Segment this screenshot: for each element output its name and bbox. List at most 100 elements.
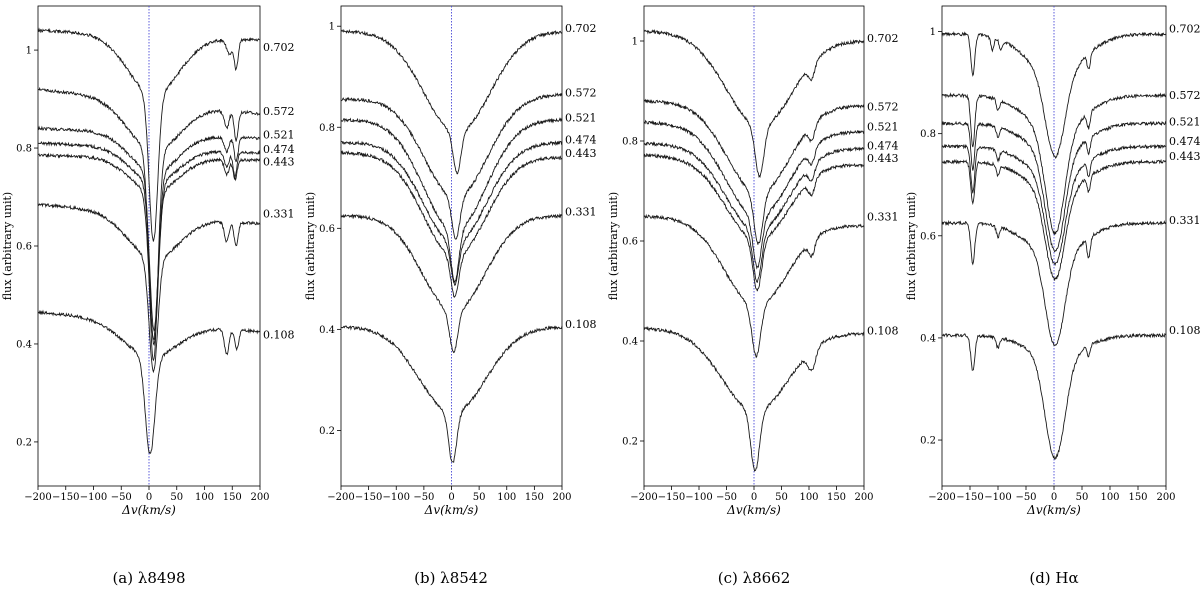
series-label: 0.521 [1169, 115, 1200, 128]
series-label: 0.108 [565, 318, 597, 331]
y-tick-label: 1 [26, 46, 32, 57]
series-label: 0.572 [565, 86, 597, 99]
x-tick-label: 50 [1076, 492, 1089, 503]
spectrum-line-phase-0443 [643, 152, 865, 292]
spectrum-line-phase-0702 [37, 27, 260, 242]
series-label: 0.702 [1169, 22, 1200, 35]
series-label: 0.572 [1169, 89, 1200, 102]
x-tick-label: −50 [111, 492, 132, 503]
y-axis-label: flux (arbitrary unit) [304, 192, 317, 300]
series-label: 0.474 [565, 133, 597, 146]
x-tick-label: −150 [956, 492, 983, 503]
series-label: 0.572 [263, 105, 295, 118]
x-axis-label: Δv(km/s) [1026, 503, 1081, 517]
x-tick-label: −200 [327, 492, 354, 503]
spectrum-line-phase-0572 [643, 98, 865, 245]
series-label: 0.443 [565, 147, 597, 160]
spectrum-line-phase-0474 [37, 140, 261, 346]
x-tick-label: −50 [716, 492, 737, 503]
y-tick-label: 0.4 [622, 337, 638, 348]
y-tick-label: 0.8 [319, 123, 335, 134]
series-label: 0.474 [263, 143, 295, 156]
series-label: 0.521 [565, 112, 597, 125]
y-tick-label: 0.4 [16, 339, 32, 350]
y-tick-label: 0.6 [319, 224, 335, 235]
spectrum-line-phase-0108 [941, 332, 1167, 460]
x-tick-label: −50 [1015, 492, 1036, 503]
y-axis-label: flux (arbitrary unit) [905, 192, 918, 300]
x-tick-label: 200 [854, 492, 873, 503]
y-tick-label: 1 [930, 27, 936, 38]
panel-b: −200 −150 −100 −50 0 50 100 150 200 0.2 0.4 0.6 0.8 1… [304, 5, 597, 587]
x-axis-label: Δv(km/s) [424, 503, 479, 517]
spectrum-line-phase-0331 [37, 202, 261, 374]
spectrum-line-phase-0443 [941, 158, 1167, 281]
x-tick-label: 0 [448, 492, 454, 503]
spectrum-line-phase-0108 [340, 325, 563, 464]
y-tick-label: 0.2 [16, 437, 32, 448]
series-label: 0.108 [867, 325, 899, 338]
panel-caption: (d) Hα [1029, 569, 1078, 587]
y-axis-label: flux (arbitrary unit) [607, 192, 620, 300]
spectrum-line-phase-0572 [941, 92, 1167, 236]
panel-caption: (b) λ8542 [414, 569, 488, 587]
y-tick-label: 0.8 [622, 137, 638, 148]
y-tick-label: 0.6 [622, 237, 638, 248]
series-label: 0.702 [867, 32, 899, 45]
x-tick-label: −200 [630, 492, 657, 503]
x-tick-label: 200 [250, 492, 269, 503]
x-tick-label: 100 [799, 492, 818, 503]
x-tick-label: 0 [1051, 492, 1057, 503]
x-tick-label: −150 [52, 492, 79, 503]
y-tick-label: 0.2 [622, 437, 638, 448]
series-label: 0.331 [263, 208, 295, 221]
x-axis-label: Δv(km/s) [121, 503, 176, 517]
spectrum-line-phase-0702 [941, 31, 1167, 160]
x-axis-label: Δv(km/s) [726, 503, 781, 517]
spectrum-line-phase-0474 [941, 143, 1167, 267]
series-label: 0.331 [565, 206, 597, 219]
spectrum-line-phase-0474 [341, 140, 563, 287]
series-label: 0.702 [565, 22, 597, 35]
spectrum-line-phase-0443 [38, 152, 261, 340]
x-tick-label: −150 [355, 492, 382, 503]
x-tick-label: −50 [413, 492, 434, 503]
y-tick-label: 0.4 [319, 325, 335, 336]
spectrum-line-phase-0474 [643, 141, 865, 284]
x-tick-label: 150 [525, 492, 544, 503]
x-tick-label: −200 [24, 492, 51, 503]
x-tick-label: 50 [170, 492, 183, 503]
x-tick-label: 200 [552, 492, 571, 503]
x-tick-label: 0 [146, 492, 152, 503]
x-tick-label: −100 [984, 492, 1011, 503]
x-tick-label: 50 [775, 492, 788, 503]
series-label: 0.572 [867, 101, 899, 114]
spectrum-line-phase-0331 [941, 219, 1167, 347]
series-label: 0.521 [263, 128, 295, 141]
series-label: 0.443 [867, 152, 899, 165]
y-tick-label: 0.8 [16, 144, 32, 155]
spectrum-line-phase-0521 [37, 125, 261, 332]
spectrum-line-phase-0702 [340, 28, 563, 175]
panel-caption: (c) λ8662 [718, 569, 791, 587]
spectrum-line-phase-0331 [643, 213, 865, 359]
x-tick-label: 50 [473, 492, 486, 503]
x-tick-label: 100 [497, 492, 516, 503]
series-label: 0.521 [867, 121, 899, 134]
x-tick-label: 150 [827, 492, 846, 503]
spectrum-line-phase-0521 [340, 117, 563, 283]
y-tick-label: 0.4 [920, 333, 936, 344]
series-label: 0.702 [263, 41, 295, 54]
y-tick-label: 0.6 [920, 231, 936, 242]
x-tick-label: 0 [751, 492, 757, 503]
x-tick-label: −100 [383, 492, 410, 503]
series-label: 0.331 [867, 211, 899, 224]
spectrum-line-phase-0108 [643, 325, 865, 472]
series-label: 0.443 [1169, 150, 1200, 163]
spectrum-line-phase-0521 [643, 119, 865, 270]
x-tick-label: 100 [195, 492, 214, 503]
x-tick-label: 150 [223, 492, 242, 503]
y-axis-label: flux (arbitrary unit) [1, 192, 14, 300]
panel-caption: (a) λ8498 [112, 569, 185, 587]
